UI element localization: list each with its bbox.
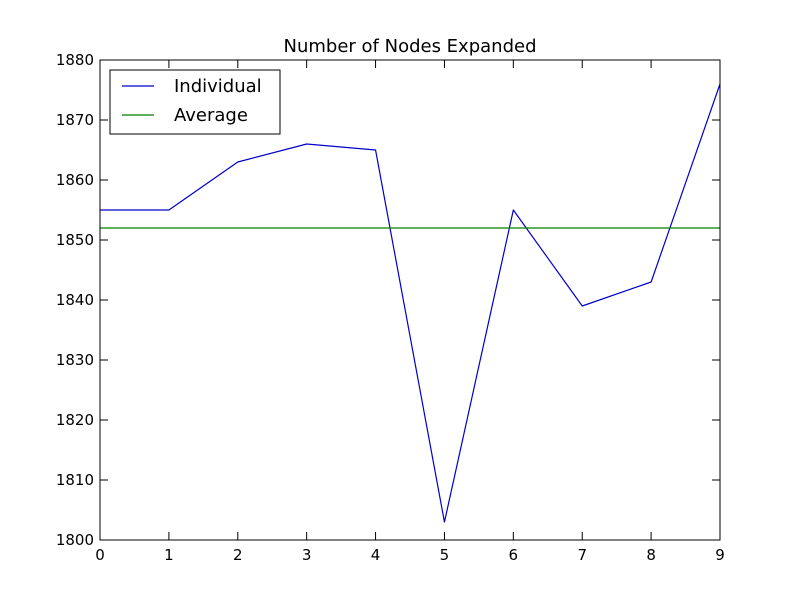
x-tick-label: 1 — [164, 546, 174, 564]
y-tick-label: 1840 — [56, 291, 94, 309]
y-tick-label: 1880 — [56, 51, 94, 69]
x-tick-label: 2 — [233, 546, 243, 564]
legend-box — [109, 69, 281, 135]
y-tick-label: 1800 — [56, 531, 94, 549]
y-tick-label: 1870 — [56, 111, 94, 129]
series-line-individual — [100, 83, 721, 523]
x-tick-label: 7 — [577, 546, 587, 564]
legend-label-average: Average — [174, 105, 248, 126]
x-tick-label: 9 — [715, 546, 725, 564]
y-tick-label: 1860 — [56, 171, 94, 189]
x-tick-label: 8 — [646, 546, 656, 564]
x-tick-label: 0 — [95, 546, 105, 564]
x-tick-label: 3 — [302, 546, 312, 564]
legend-label-individual: Individual — [174, 76, 262, 97]
x-tick-label: 4 — [371, 546, 381, 564]
y-tick-label: 1830 — [56, 351, 94, 369]
x-tick-label: 6 — [509, 546, 519, 564]
legend: Individual Average — [109, 69, 281, 135]
x-tick-label: 5 — [440, 546, 450, 564]
y-tick-label: 1850 — [56, 231, 94, 249]
chart-title: Number of Nodes Expanded — [284, 36, 537, 57]
y-tick-label: 1810 — [56, 471, 94, 489]
y-tick-label: 1820 — [56, 411, 94, 429]
plot-area: 0 1 2 3 4 5 6 7 8 9 1800 1810 1820 1830 1840 1850 1860 18… — [56, 51, 725, 564]
